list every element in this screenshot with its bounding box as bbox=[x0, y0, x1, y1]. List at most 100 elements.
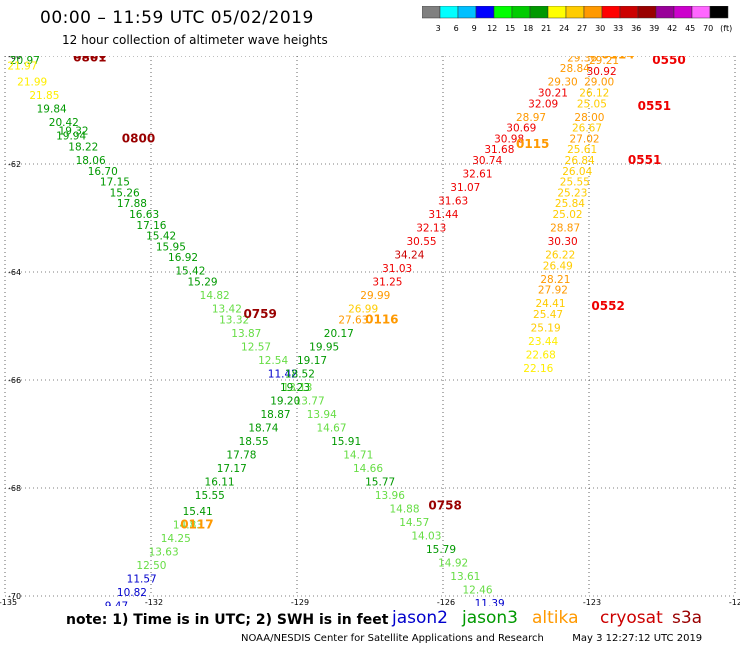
wave-height-point: 25.02 bbox=[553, 209, 583, 221]
wave-height-point: 29.36 bbox=[567, 56, 597, 64]
legend-label: 39 bbox=[649, 24, 659, 33]
satellite-s3a: s3a bbox=[672, 608, 703, 628]
wave-height-point: 15.42 bbox=[146, 231, 176, 243]
wave-height-point: 20.42 bbox=[49, 117, 79, 129]
wave-height-point: 31.03 bbox=[382, 263, 412, 275]
legend-label: 9 bbox=[472, 24, 477, 33]
wave-height-point: 14.03 bbox=[411, 530, 441, 542]
wave-height-point: 12.50 bbox=[136, 560, 166, 572]
wave-height-point: 18.52 bbox=[285, 368, 315, 380]
satellite-cryosat: cryosat bbox=[600, 608, 663, 628]
wave-height-point: 13.32 bbox=[219, 314, 249, 326]
legend-swatch bbox=[475, 5, 495, 19]
wave-height-point: 34.24 bbox=[394, 250, 424, 262]
pass-time-label: 0552 bbox=[591, 299, 624, 313]
wave-height-point: 30.92 bbox=[587, 66, 617, 78]
wave-height-point: 29.21 bbox=[589, 56, 619, 67]
wave-height-point: 22.68 bbox=[526, 349, 556, 361]
wave-height-point: 9.47 bbox=[105, 601, 128, 607]
legend-label: 30 bbox=[595, 24, 605, 33]
legend-label: 42 bbox=[667, 24, 677, 33]
wave-height-point: 26.04 bbox=[562, 166, 592, 178]
wave-height-point: 21.85 bbox=[29, 90, 59, 102]
legend-label: (ft) bbox=[720, 24, 732, 33]
lat-tick-label: -70 bbox=[8, 592, 21, 601]
legend-swatch bbox=[493, 5, 513, 19]
wave-height-point: 19.23 bbox=[280, 382, 310, 394]
satellite-jason3: jason3 bbox=[462, 608, 518, 628]
wave-height-point: 15.55 bbox=[195, 490, 225, 502]
wave-height-point: 28.21 bbox=[540, 274, 570, 286]
wave-height-point: 13.61 bbox=[450, 571, 480, 583]
wave-height-point: 18.22 bbox=[68, 142, 98, 154]
wave-height-point: 27.63 bbox=[338, 314, 368, 326]
page-subtitle: 12 hour collection of altimeter wave hei… bbox=[62, 33, 328, 47]
wave-height-point: 30.74 bbox=[472, 155, 502, 167]
satellite-altika: altika bbox=[532, 608, 579, 628]
wave-height-point: 25.84 bbox=[555, 198, 585, 210]
wave-height-point: 31.25 bbox=[372, 277, 402, 289]
wave-height-point: 10.82 bbox=[117, 587, 147, 599]
wave-height-point: 19.95 bbox=[309, 341, 339, 353]
wave-height-point: 14.66 bbox=[353, 463, 383, 475]
wave-height-point: 15.77 bbox=[365, 476, 395, 488]
legend-swatch bbox=[709, 5, 729, 19]
pass-time-label: 0759 bbox=[243, 307, 276, 321]
wave-height-point: 13.42 bbox=[212, 304, 242, 316]
wave-height-point: 15.91 bbox=[331, 436, 361, 448]
lon-tick-label: -123 bbox=[583, 598, 601, 606]
wave-height-point: 25.05 bbox=[577, 98, 607, 110]
legend-label: 24 bbox=[559, 24, 569, 33]
timestamp: May 3 12:27:12 UTC 2019 bbox=[572, 633, 703, 644]
wave-height-point: 17.15 bbox=[100, 177, 130, 189]
wave-height-point: 28.87 bbox=[550, 223, 580, 235]
legend-label: 70 bbox=[703, 24, 713, 33]
pass-time-label: 0115 bbox=[516, 137, 549, 151]
legend-label: 36 bbox=[631, 24, 641, 33]
page-title: 00:00 – 11:59 UTC 05/02/2019 bbox=[40, 8, 314, 28]
wave-height-point: 17.88 bbox=[117, 198, 147, 210]
wave-height-point: 17.78 bbox=[226, 449, 256, 461]
wave-height-point: 26.84 bbox=[565, 155, 595, 167]
wave-height-point: 14.82 bbox=[200, 290, 230, 302]
legend-swatch bbox=[457, 5, 477, 19]
wave-height-point: 15.41 bbox=[183, 506, 213, 518]
wave-height-point: 27.92 bbox=[538, 285, 568, 297]
wave-height-point: 13.13 bbox=[282, 382, 312, 394]
wave-height-point: 26.12 bbox=[579, 88, 609, 100]
credit-line: NOAA/NESDIS Center for Satellite Applica… bbox=[241, 633, 702, 644]
wave-height-point: 25.19 bbox=[531, 322, 561, 334]
wave-height-point: 32.09 bbox=[528, 98, 558, 110]
satellite-jason2: jason2 bbox=[392, 608, 448, 628]
pass-time-label: 0758 bbox=[428, 499, 461, 513]
wave-height-point: 14.67 bbox=[316, 422, 346, 434]
wave-height-point: 14.71 bbox=[343, 449, 373, 461]
wave-height-point: 30.98 bbox=[494, 133, 524, 145]
wave-height-point: 21.97 bbox=[7, 61, 37, 73]
wave-height-point: 29.30 bbox=[548, 77, 578, 89]
wave-height-point: 28.84 bbox=[560, 63, 590, 75]
lon-tick-label: -135 bbox=[0, 598, 17, 606]
pass-time-label: 0550 bbox=[652, 56, 685, 67]
legend-swatch bbox=[673, 5, 693, 19]
wave-height-point: 24.41 bbox=[535, 298, 565, 310]
wave-height-point: 29.99 bbox=[360, 290, 390, 302]
wave-height-point: 13.87 bbox=[231, 328, 261, 340]
wave-height-point: 25.61 bbox=[567, 144, 597, 156]
wave-height-point: 13.96 bbox=[375, 490, 405, 502]
legend-label: 33 bbox=[613, 24, 623, 33]
wave-height-point: 14.83 bbox=[173, 520, 203, 532]
wave-height-point: 19.20 bbox=[270, 395, 300, 407]
wave-height-point: 13.63 bbox=[149, 547, 179, 559]
wave-height-point: 18.06 bbox=[76, 155, 106, 167]
wave-height-point: 15.29 bbox=[188, 277, 218, 289]
wave-height-point: 12.57 bbox=[241, 341, 271, 353]
wave-height-point: 11.42 bbox=[268, 368, 298, 380]
wave-height-point: 14.88 bbox=[389, 503, 419, 515]
legend-label: 3 bbox=[436, 24, 441, 33]
wave-height-point: 18.55 bbox=[239, 436, 269, 448]
pass-time-label: 0116 bbox=[365, 312, 398, 326]
wave-height-point: 30.21 bbox=[538, 88, 568, 100]
wave-height-point: 28.97 bbox=[516, 112, 546, 124]
